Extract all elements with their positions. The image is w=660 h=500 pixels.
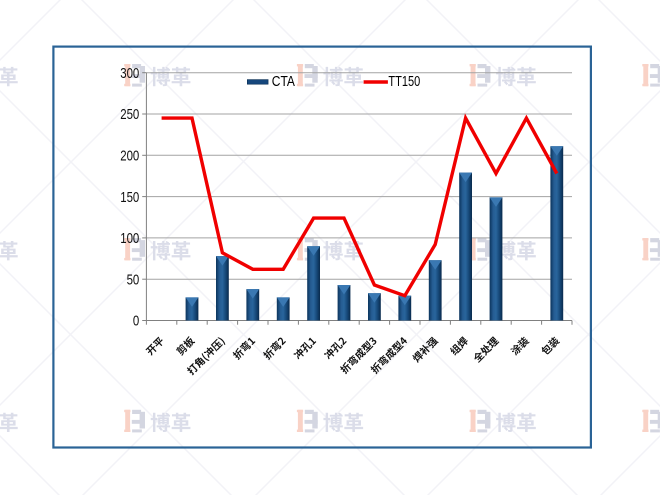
svg-text:0: 0 bbox=[133, 312, 139, 329]
svg-text:150: 150 bbox=[120, 188, 139, 205]
svg-text:CTA: CTA bbox=[272, 73, 295, 89]
svg-text:250: 250 bbox=[120, 106, 139, 123]
svg-text:100: 100 bbox=[120, 230, 139, 247]
svg-text:200: 200 bbox=[120, 147, 139, 164]
svg-text:300: 300 bbox=[120, 65, 139, 82]
svg-text:50: 50 bbox=[127, 271, 140, 288]
svg-text:TT150: TT150 bbox=[388, 73, 420, 90]
